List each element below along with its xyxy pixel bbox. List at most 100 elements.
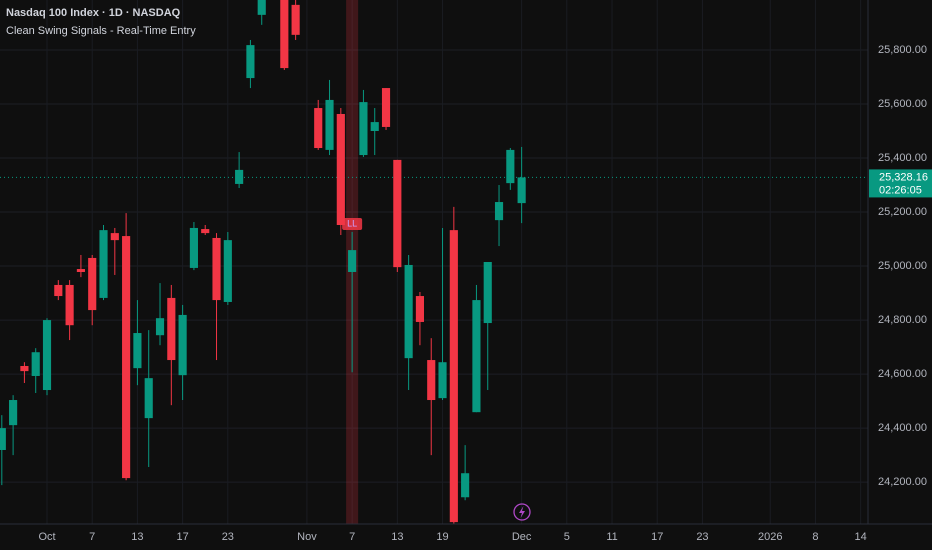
candle [99,224,108,301]
y-tick-label: 25,200.00 [878,206,927,218]
axes: 24,200.00 24,400.00 24,600.00 24,800.00 25,0… [38,44,932,543]
candle-body [246,45,255,79]
candle-body [212,237,221,301]
candle [189,222,198,271]
candle [88,254,97,326]
candle [42,318,52,396]
y-tick-label: 24,800.00 [878,314,927,326]
candle [280,0,289,70]
candle-body [472,300,481,413]
x-tick-label: 23 [696,531,708,543]
candle [178,304,187,401]
candle [359,89,368,157]
alert-circle [513,503,531,521]
candle [325,79,334,156]
candle-body [517,177,526,204]
y-tick-label: 25,800.00 [878,44,927,56]
candle [461,445,470,501]
last-price-box [869,169,932,198]
candle [336,108,345,235]
chart-subtitle: Clean Swing Signals - Real-Time Entry [6,25,196,37]
candle-body [404,264,413,359]
candle-body [438,362,447,399]
candle [167,284,176,406]
last-price-label: 25,328.16 [879,171,928,183]
candle-body [88,257,97,311]
candle-body [449,230,458,523]
x-tick-label: 13 [391,531,403,543]
candle-body [483,262,492,324]
candle-body [155,318,165,336]
candle [133,300,142,386]
candle [494,185,504,247]
candle-body [189,227,198,268]
x-tick-label: 17 [651,531,663,543]
candle [415,291,424,346]
candle-body [133,333,142,369]
candle-body [336,113,345,225]
candle-body [42,320,52,391]
y-tick-label: 24,600.00 [878,368,927,380]
candle-body [31,352,40,376]
x-tick-label: 14 [855,531,867,543]
candle [381,88,391,130]
candle [291,0,300,40]
candle-body [201,229,210,234]
y-tick-label: 25,600.00 [878,98,927,110]
candle-body [0,428,6,450]
y-tick-label: 25,000.00 [878,260,927,272]
countdown-label: 02:26:05 [879,184,922,196]
candle [370,108,379,156]
candle-body [178,314,187,376]
candle-body [415,296,424,322]
y-tick-label: 24,200.00 [878,476,927,488]
x-tick-label: 7 [349,531,355,543]
candle-body [76,269,85,272]
x-tick-label: 8 [812,531,818,543]
candle [517,146,526,224]
candle-body [314,108,323,149]
candle [506,148,515,190]
candle-body [291,4,300,35]
candle [257,0,266,25]
candle [76,254,85,278]
alert-icon[interactable] [513,503,531,521]
candle [438,227,447,401]
candle-body [122,236,131,479]
candle [20,362,29,384]
candle-body [144,378,153,419]
candle [155,283,165,346]
candle-body [393,159,402,268]
candle [212,233,221,361]
candle [235,152,244,188]
candle-body [370,122,379,131]
candle [9,395,18,456]
candle [110,227,119,275]
x-tick-label: 17 [176,531,188,543]
signal-label: LL [347,218,357,228]
candle-body [223,240,232,302]
candle-body [65,284,74,326]
candle-body [20,365,29,372]
candle [246,39,255,89]
candle-body [167,297,176,361]
candle-body [348,250,357,272]
candle-body [494,202,504,221]
plot-area: LL [0,0,868,524]
candle [472,284,481,413]
candle-body [427,360,436,401]
x-tick-label: 2026 [758,531,782,543]
x-tick-label: Dec [512,531,532,543]
x-tick-label: 5 [564,531,570,543]
candle [144,330,153,468]
signal-tag [342,218,363,231]
candle [65,280,74,341]
candle-body [325,99,334,150]
candle-body [461,473,470,498]
candle [483,262,492,391]
candle-body [257,0,266,15]
candle [393,159,402,272]
